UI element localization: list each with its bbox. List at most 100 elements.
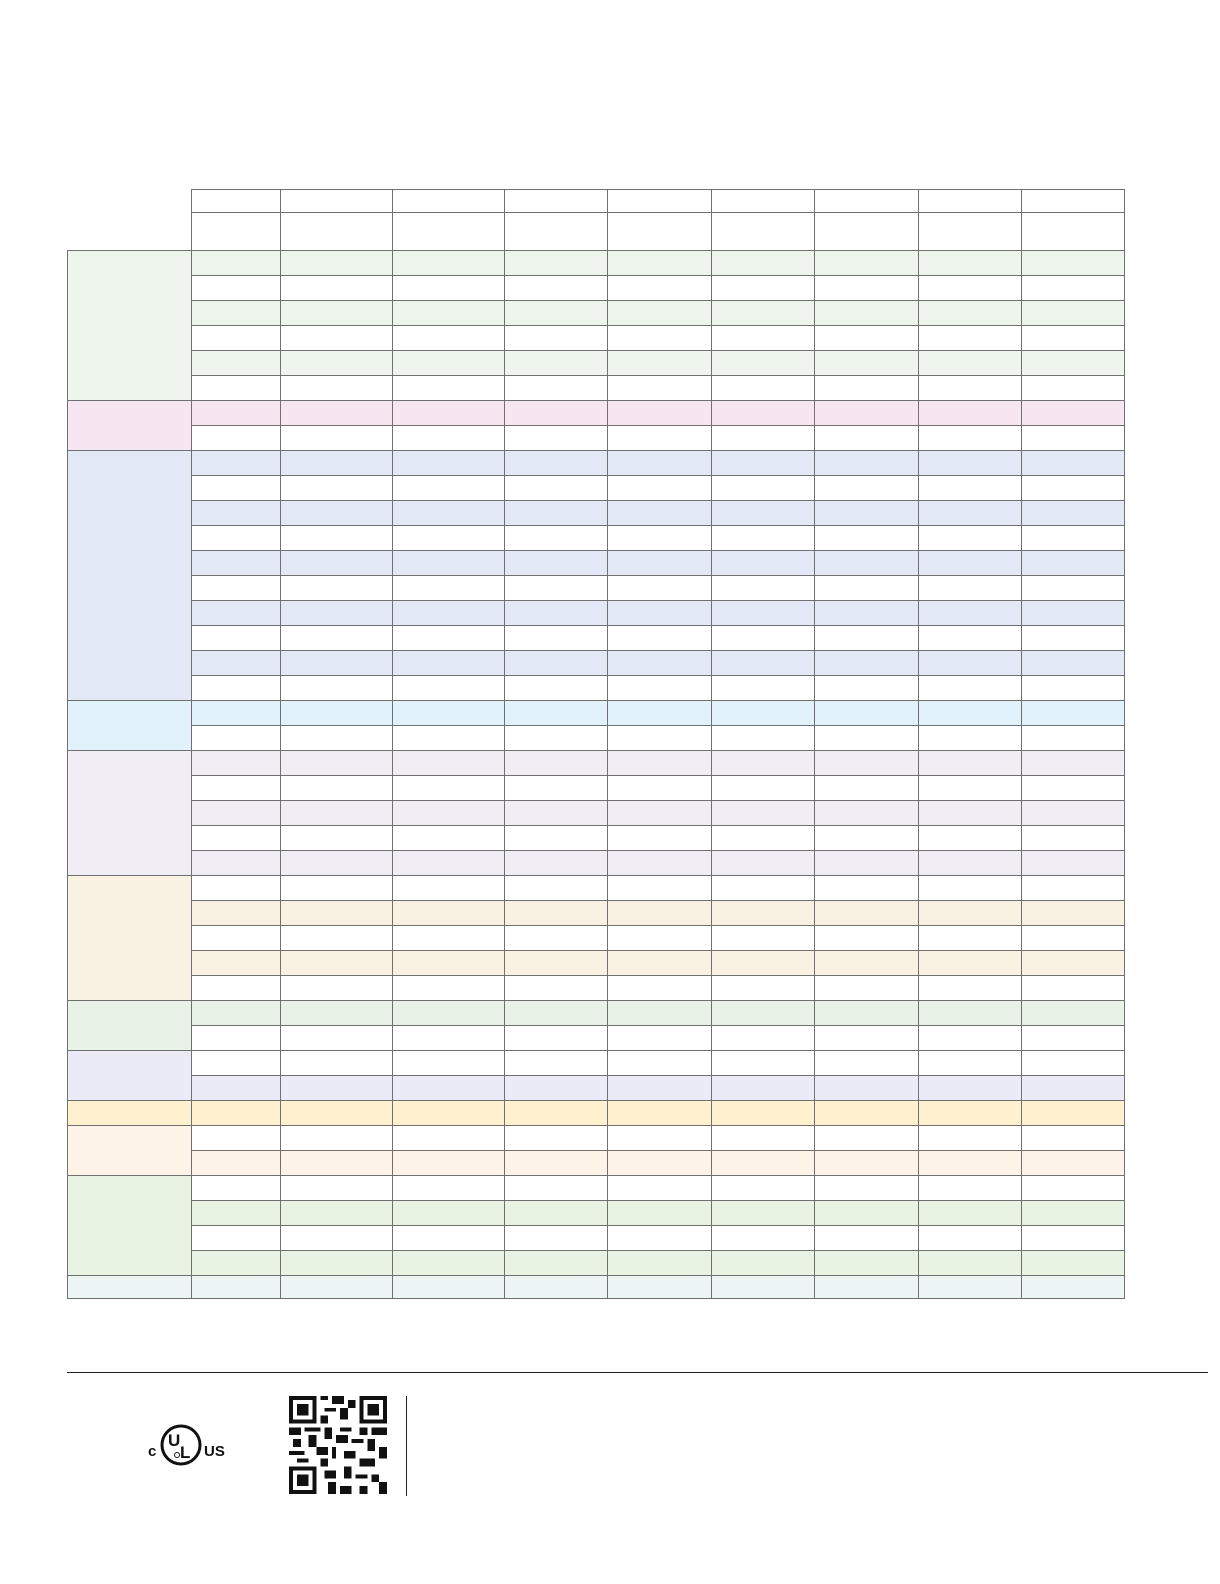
table-cell [918,1000,1022,1026]
table-cell [607,1225,712,1251]
table-cell [607,525,712,551]
table-cell [607,500,712,526]
table-cell [918,1125,1022,1151]
table-cell [814,1125,919,1151]
table-cell [392,475,505,501]
table-cell [504,1050,608,1076]
table-cell [607,1275,712,1299]
table-cell [607,625,712,651]
table-cell [280,525,393,551]
table-cell [191,1200,281,1226]
qr-code-icon[interactable] [289,1396,387,1494]
table-cell [711,475,815,501]
header-cell [280,189,393,213]
table-cell [504,1025,608,1051]
table-cell [191,425,281,451]
table-cell [504,700,608,726]
table-cell [607,475,712,501]
table-cell [191,1025,281,1051]
table-cell [607,600,712,626]
table-cell [191,400,281,426]
table-cell [814,1050,919,1076]
table-cell [504,625,608,651]
table-cell [280,350,393,376]
table-cell [280,1175,393,1201]
group-label-cell [67,1100,192,1126]
table-cell [918,850,1022,876]
table-cell [191,1125,281,1151]
table-cell [392,625,505,651]
table-cell [814,975,919,1001]
table-cell [504,1075,608,1101]
table-cell [1021,275,1125,301]
table-cell [280,925,393,951]
table-cell [191,475,281,501]
header-cell [392,212,505,251]
table-cell [607,875,712,901]
table-cell [918,925,1022,951]
table-cell [711,725,815,751]
table-cell [392,725,505,751]
table-cell [918,700,1022,726]
table-cell [918,1100,1022,1126]
table-cell [191,550,281,576]
table-cell [918,500,1022,526]
table-cell [607,1175,712,1201]
table-cell [711,625,815,651]
table-cell [814,475,919,501]
table-cell [814,1150,919,1176]
table-cell [280,875,393,901]
table-cell [392,1075,505,1101]
table-cell [280,1000,393,1026]
table-cell [280,600,393,626]
table-cell [607,425,712,451]
table-cell [711,1125,815,1151]
table-cell [1021,550,1125,576]
table-cell [711,575,815,601]
table-cell [814,1275,919,1299]
ul-certification-logo: c U L US [148,1424,225,1466]
group-label-cell [67,250,192,401]
table-cell [392,1100,505,1126]
table-cell [711,275,815,301]
table-cell [280,675,393,701]
table-cell [191,1225,281,1251]
table-cell [711,300,815,326]
header-cell [918,212,1022,251]
table-cell [1021,875,1125,901]
table-cell [1021,1150,1125,1176]
table-cell [918,1250,1022,1276]
table-cell [711,325,815,351]
table-cell [1021,450,1125,476]
table-cell [918,775,1022,801]
table-cell [1021,700,1125,726]
table-cell [1021,1000,1125,1026]
table-cell [814,700,919,726]
table-cell [711,1000,815,1026]
table-cell [280,1275,393,1299]
table-cell [392,1250,505,1276]
table-cell [918,350,1022,376]
table-cell [814,400,919,426]
table-cell [280,1125,393,1151]
table-cell [392,550,505,576]
table-cell [607,1150,712,1176]
table-cell [280,825,393,851]
table-cell [711,600,815,626]
table-cell [607,900,712,926]
table-cell [392,375,505,401]
table-cell [607,700,712,726]
table-cell [1021,250,1125,276]
table-cell [711,700,815,726]
table-cell [814,1225,919,1251]
table-cell [918,950,1022,976]
table-cell [607,1125,712,1151]
table-cell [918,300,1022,326]
table-cell [1021,1025,1125,1051]
table-cell [504,425,608,451]
table-cell [711,550,815,576]
table-cell [504,1275,608,1299]
group-label-cell [67,1050,192,1101]
table-cell [191,325,281,351]
table-cell [711,500,815,526]
